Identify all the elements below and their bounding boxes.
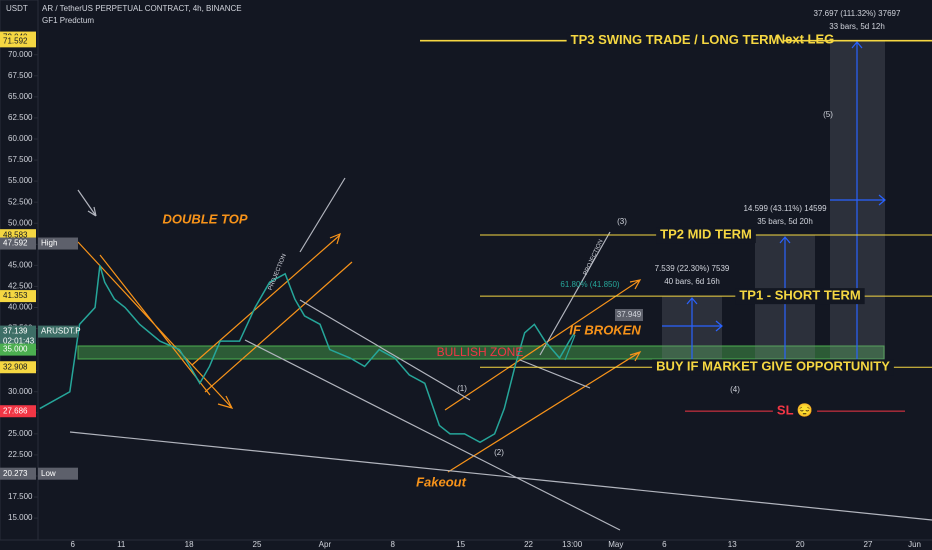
annotation: BULLISH ZONE [437, 345, 524, 359]
y-tick-label: 60.000 [8, 134, 33, 143]
currency: USDT [6, 4, 28, 13]
level-label-bg [772, 403, 818, 420]
x-tick-label: 6 [662, 540, 667, 549]
price-label: 47.592 [3, 239, 28, 248]
price-box [615, 309, 643, 321]
level-label-bg [652, 359, 894, 376]
price-label-bg [0, 405, 36, 418]
x-tick-label: Apr [319, 540, 332, 549]
header-title: AR / TetherUS PERPETUAL CONTRACT, 4h, BI… [42, 4, 242, 13]
x-tick-label: 15 [456, 540, 465, 549]
y-tick-label: 62.500 [8, 113, 33, 122]
level-label-bg [656, 227, 756, 244]
y-tick-label: 30.000 [8, 387, 33, 396]
x-tick-label: 6 [71, 540, 76, 549]
drawings [69, 177, 932, 531]
measure-label: 7.539 (22.30%) 7539 [655, 264, 730, 273]
price-label: 27.686 [3, 406, 28, 415]
level-label: TP1 - SHORT TERM [739, 288, 860, 303]
x-tick-label: 8 [391, 540, 396, 549]
price-tag: High [41, 239, 57, 248]
annotation: DOUBLE TOP [163, 211, 248, 226]
y-tick-label: 52.500 [8, 197, 33, 206]
annotation: 61.80% (41.850) [560, 280, 619, 289]
level-label-bg [566, 32, 784, 49]
y-tick-label: 40.000 [8, 303, 33, 312]
y-tick-label: 67.500 [8, 71, 33, 80]
y-tick-label: 50.000 [8, 218, 33, 227]
price-axis [0, 0, 39, 541]
y-tick-label: 42.500 [8, 282, 33, 291]
price-label-bg [0, 361, 36, 374]
y-tick-label: 45.000 [8, 260, 33, 269]
price-label: 48.583 [3, 230, 28, 239]
x-tick-label: 22 [524, 540, 533, 549]
price-label-bg [0, 325, 36, 348]
annotation: (3) [617, 217, 627, 226]
measure-label: 14.599 (43.11%) 14599 [743, 204, 827, 213]
annotation: Fakeout [416, 474, 467, 489]
x-tick-label: May [608, 540, 623, 549]
x-tick-label: 20 [796, 540, 805, 549]
price-line [39, 265, 576, 444]
price-tag: Low [41, 469, 56, 478]
price-label-bg [0, 343, 36, 356]
price-label: 20.273 [3, 469, 28, 478]
y-tick-label: 57.500 [8, 155, 33, 164]
annotation: (5) [823, 110, 833, 119]
price-label: 37.139 [3, 327, 28, 336]
x-tick-label: 18 [185, 540, 194, 549]
measure-label: 35 bars, 5d 20h [757, 217, 813, 226]
price-label-bg [0, 237, 36, 250]
x-tick-label: 13 [728, 540, 737, 549]
level-label: BUY IF MARKET GIVE OPPORTUNITY [656, 359, 890, 374]
level-label-bg [735, 288, 865, 305]
price-label-bg [0, 35, 36, 48]
price-label-bg [0, 467, 36, 480]
x-tick-label: 25 [253, 540, 262, 549]
annotation: Next LEG [776, 31, 835, 46]
annotation: (1) [457, 384, 467, 393]
annotation: IF BROKEN [569, 322, 641, 337]
price-label: 41.353 [3, 291, 28, 300]
measure-label: 40 bars, 6d 16h [664, 277, 720, 286]
x-tick-label: Jun [908, 540, 921, 549]
level-label: TP2 MID TERM [660, 226, 752, 241]
price-tag: ARUSDT.P [41, 327, 81, 336]
bullish-zone [77, 345, 885, 360]
price-label: 35.000 [3, 345, 28, 354]
measure-label: 37.697 (111.32%) 37697 [814, 9, 901, 18]
y-tick-label: 17.500 [8, 492, 33, 501]
x-tick-label: 13:00 [562, 540, 583, 549]
y-tick-label: 22.500 [8, 450, 33, 459]
y-tick-label: 65.000 [8, 92, 33, 101]
level-label: SL 😔 [777, 403, 813, 418]
countdown: 02:01:43 [3, 337, 35, 346]
measure-label: 33 bars, 5d 12h [829, 22, 885, 31]
x-tick-label: 27 [864, 540, 873, 549]
y-tick-label: 15.000 [8, 513, 33, 522]
indicator: GF1 Predctum [42, 16, 94, 25]
price-tag-bg [38, 467, 78, 480]
price-label: 32.908 [3, 362, 28, 371]
price-label: 71.592 [3, 36, 28, 45]
price-tag-bg [38, 237, 78, 250]
annotation: (4) [730, 385, 740, 394]
annotation: (2) [494, 448, 504, 457]
y-tick-label: 55.000 [8, 176, 33, 185]
y-tick-label: 25.000 [8, 429, 33, 438]
level-label: TP3 SWING TRADE / LONG TERM [571, 32, 780, 47]
x-tick-label: 11 [117, 540, 126, 549]
y-tick-label: 70.000 [8, 50, 33, 59]
price-tag-bg [38, 325, 78, 338]
price-label-bg [0, 290, 36, 303]
annotation: 37.949 [617, 310, 642, 319]
